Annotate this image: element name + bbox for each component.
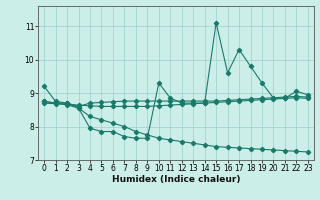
X-axis label: Humidex (Indice chaleur): Humidex (Indice chaleur)	[112, 175, 240, 184]
